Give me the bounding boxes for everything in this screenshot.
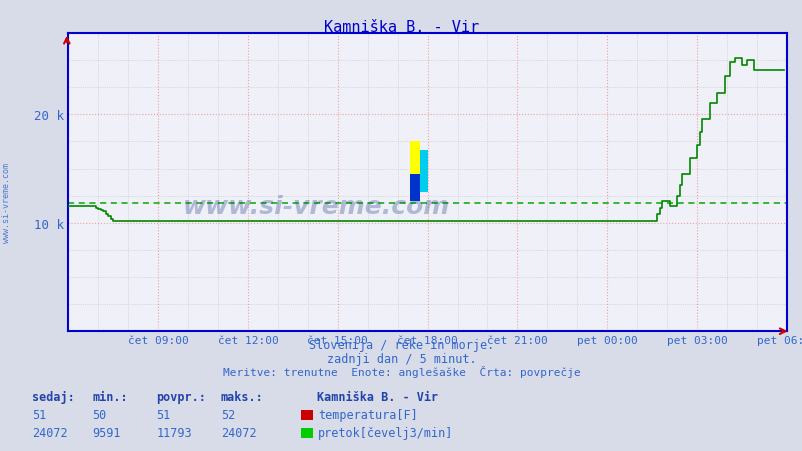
Text: sedaj:: sedaj: [32,390,75,403]
Text: povpr.:: povpr.: [156,390,206,403]
Text: maks.:: maks.: [221,390,263,403]
Bar [410,175,419,202]
Text: www.si-vreme.com: www.si-vreme.com [183,194,450,218]
Text: Kamniška B. - Vir: Kamniška B. - Vir [323,20,479,35]
Bar [410,142,419,175]
Text: 51: 51 [32,408,47,421]
Text: pretok[čevelj3/min]: pretok[čevelj3/min] [318,426,453,439]
Text: 24072: 24072 [32,426,67,439]
Bar [419,151,427,193]
Text: 52: 52 [221,408,235,421]
Text: Kamniška B. - Vir: Kamniška B. - Vir [317,390,438,403]
Text: 51: 51 [156,408,171,421]
Text: zadnji dan / 5 minut.: zadnji dan / 5 minut. [326,352,476,365]
Text: 9591: 9591 [92,426,120,439]
Text: 11793: 11793 [156,426,192,439]
Text: 50: 50 [92,408,107,421]
Text: Meritve: trenutne  Enote: anglešaške  Črta: povprečje: Meritve: trenutne Enote: anglešaške Črta… [222,365,580,377]
Text: www.si-vreme.com: www.si-vreme.com [2,163,11,243]
Text: temperatura[F]: temperatura[F] [318,408,417,421]
Text: min.:: min.: [92,390,128,403]
Text: 24072: 24072 [221,426,256,439]
Text: Slovenija / reke in morje.: Slovenija / reke in morje. [309,338,493,351]
